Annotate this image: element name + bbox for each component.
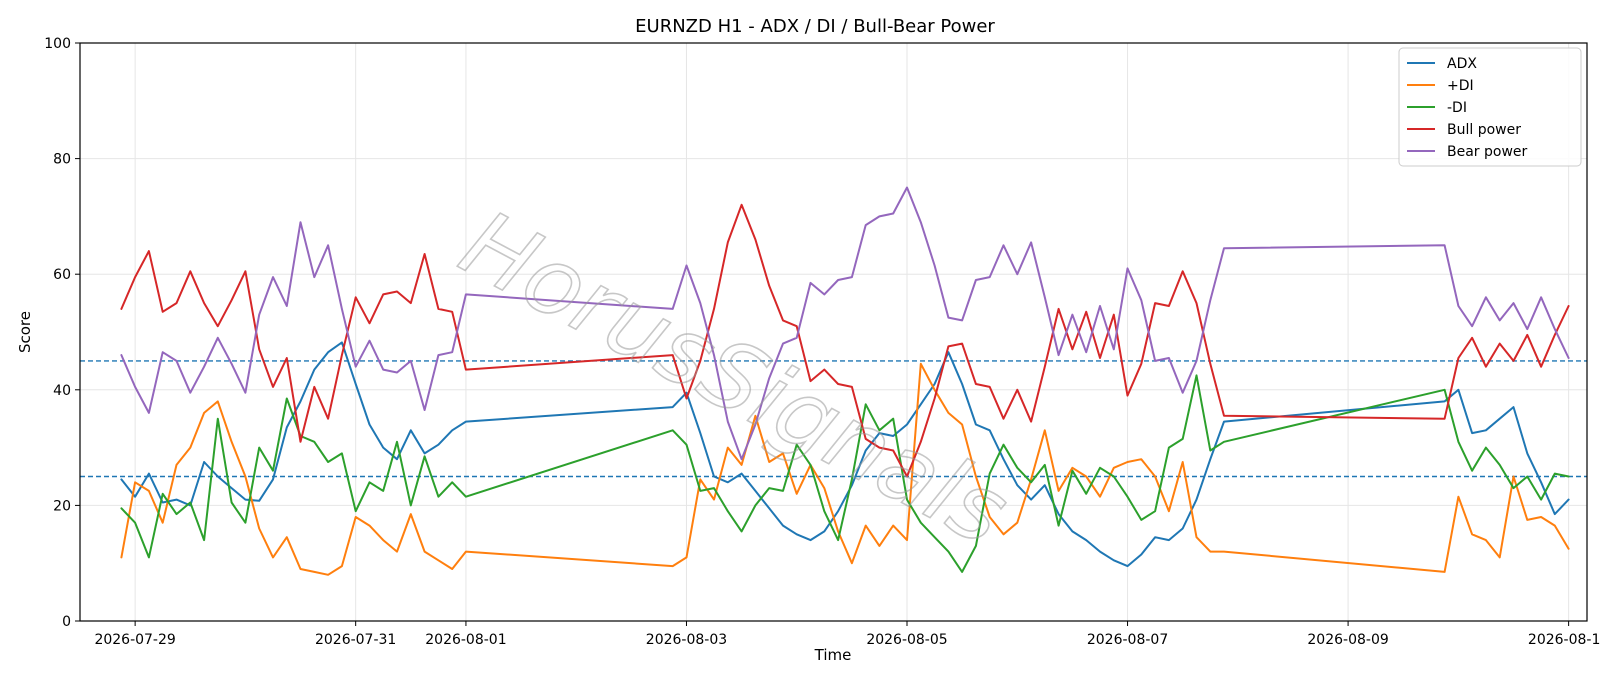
series-line-bull-power [120,203,1570,478]
reference-lines [80,360,1587,478]
x-tick-label: 2026-08-09 [1307,632,1388,648]
legend-label: Bear power [1447,144,1528,160]
x-axis-title: Time [814,646,852,664]
legend-label: ADX [1447,56,1477,72]
x-tick-label: 2026-08-11 [1528,632,1600,648]
y-tick-label: 0 [62,614,71,630]
y-tick-label: 20 [53,498,71,514]
x-tick-label: 2026-08-07 [1087,632,1168,648]
x-axis-ticks: 2026-07-29 2026-07-31 2026-08-01 2026-08-03… [94,621,1600,648]
x-tick-label: 2026-08-03 [646,632,727,648]
legend-box [1398,47,1582,167]
x-tick-label: 2026-07-31 [315,632,396,648]
y-tick-label: 100 [44,36,71,52]
series-line-di [120,362,1570,576]
y-tick-label: 40 [53,383,71,399]
y-axis-title: Score [16,311,34,353]
chart-title: EURNZD H1 - ADX / DI / Bull-Bear Power [635,16,995,37]
legend-label: -DI [1447,100,1467,116]
legend: ADX +DI -DI Bull power Bear power [1398,47,1582,167]
series-lines [120,186,1570,576]
plot-area-frame [79,42,1588,622]
x-tick-label: 2026-08-01 [425,632,506,648]
legend-label: +DI [1447,78,1474,94]
x-tick-label: 2026-07-29 [94,632,175,648]
series-line-bear-power [120,186,1570,461]
legend-label: Bull power [1447,122,1521,138]
series-line-di [120,374,1570,573]
x-tick-label: 2026-08-05 [866,632,947,648]
y-tick-label: 80 [53,152,71,168]
y-axis-ticks: 0 20 40 60 80 100 [44,36,80,630]
y-tick-label: 60 [53,267,71,283]
